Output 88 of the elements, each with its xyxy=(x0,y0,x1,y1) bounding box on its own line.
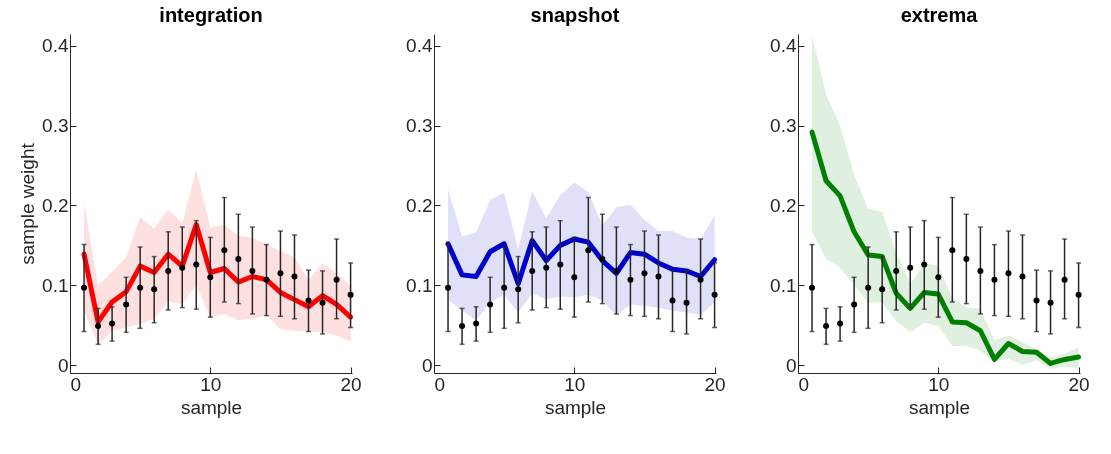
point xyxy=(123,301,130,308)
point xyxy=(137,284,144,291)
y-tick-label: 0.1 xyxy=(406,274,433,296)
point xyxy=(977,267,984,274)
y-tick-label: 0.3 xyxy=(770,115,797,137)
point xyxy=(333,276,340,283)
point xyxy=(585,247,592,254)
y-tick-label: 0.1 xyxy=(770,274,797,296)
point xyxy=(193,261,200,268)
y-tick-label: 0.2 xyxy=(406,194,433,216)
y-tick-label: 0.2 xyxy=(42,194,69,216)
point xyxy=(991,276,998,283)
x-tick-label: 10 xyxy=(564,373,586,395)
point xyxy=(459,322,466,329)
chart-title: extrema xyxy=(900,4,979,26)
point xyxy=(529,267,536,274)
x-axis-title: sample xyxy=(544,396,607,418)
x-tick-label: 10 xyxy=(928,373,950,395)
point xyxy=(669,297,676,304)
y-tick-label: 0 xyxy=(785,354,797,376)
chart-title: integration xyxy=(159,4,263,26)
point xyxy=(235,255,242,262)
point xyxy=(263,276,270,283)
point xyxy=(277,270,284,277)
point xyxy=(921,261,928,268)
y-tick-label: 0.4 xyxy=(770,35,797,57)
point xyxy=(249,267,256,274)
point xyxy=(1019,273,1026,280)
point xyxy=(557,261,564,268)
x-tick-label: 20 xyxy=(340,373,362,395)
point xyxy=(823,322,830,329)
point xyxy=(627,276,634,283)
point xyxy=(613,267,620,274)
point xyxy=(837,320,844,327)
y-tick-label: 0 xyxy=(57,354,69,376)
point xyxy=(963,255,970,262)
y-tick-label: 0.1 xyxy=(42,274,69,296)
x-axis-title: sample xyxy=(180,396,243,418)
point xyxy=(1005,270,1012,277)
y-tick-label: 0.3 xyxy=(406,115,433,137)
point xyxy=(599,255,606,262)
point xyxy=(445,284,452,291)
point xyxy=(641,270,648,277)
point xyxy=(179,264,186,271)
point xyxy=(515,286,522,293)
x-tick-label: 20 xyxy=(1068,373,1090,395)
point xyxy=(305,297,312,304)
point xyxy=(683,299,690,306)
point xyxy=(151,286,158,293)
point xyxy=(221,247,228,254)
point xyxy=(879,286,886,293)
point xyxy=(571,274,578,281)
point xyxy=(473,320,480,327)
y-axis-title: sample weight xyxy=(17,142,39,265)
point xyxy=(1047,299,1054,306)
y-tick-label: 0.4 xyxy=(406,35,433,57)
point xyxy=(81,284,88,291)
point xyxy=(1061,276,1068,283)
point xyxy=(907,264,914,271)
x-tick-label: 10 xyxy=(200,373,222,395)
point xyxy=(165,267,172,274)
point xyxy=(319,299,326,306)
point xyxy=(865,284,872,291)
point xyxy=(207,274,214,281)
point xyxy=(291,273,298,280)
point xyxy=(809,284,816,291)
y-tick-label: 0.3 xyxy=(42,115,69,137)
point xyxy=(347,291,354,298)
chart-title: snapshot xyxy=(530,4,620,26)
point xyxy=(543,264,550,271)
point xyxy=(655,273,662,280)
point xyxy=(501,284,508,291)
point xyxy=(893,267,900,274)
y-tick-label: 0.2 xyxy=(770,194,797,216)
y-tick-label: 0 xyxy=(421,354,433,376)
point xyxy=(935,274,942,281)
point xyxy=(949,247,956,254)
point xyxy=(697,276,704,283)
point xyxy=(711,291,718,298)
point xyxy=(1033,297,1040,304)
point xyxy=(1075,291,1082,298)
point xyxy=(95,322,102,329)
y-tick-label: 0.4 xyxy=(42,35,69,57)
point xyxy=(851,301,858,308)
point xyxy=(109,320,116,327)
point xyxy=(487,301,494,308)
x-axis-title: sample xyxy=(908,396,971,418)
x-tick-label: 20 xyxy=(704,373,726,395)
